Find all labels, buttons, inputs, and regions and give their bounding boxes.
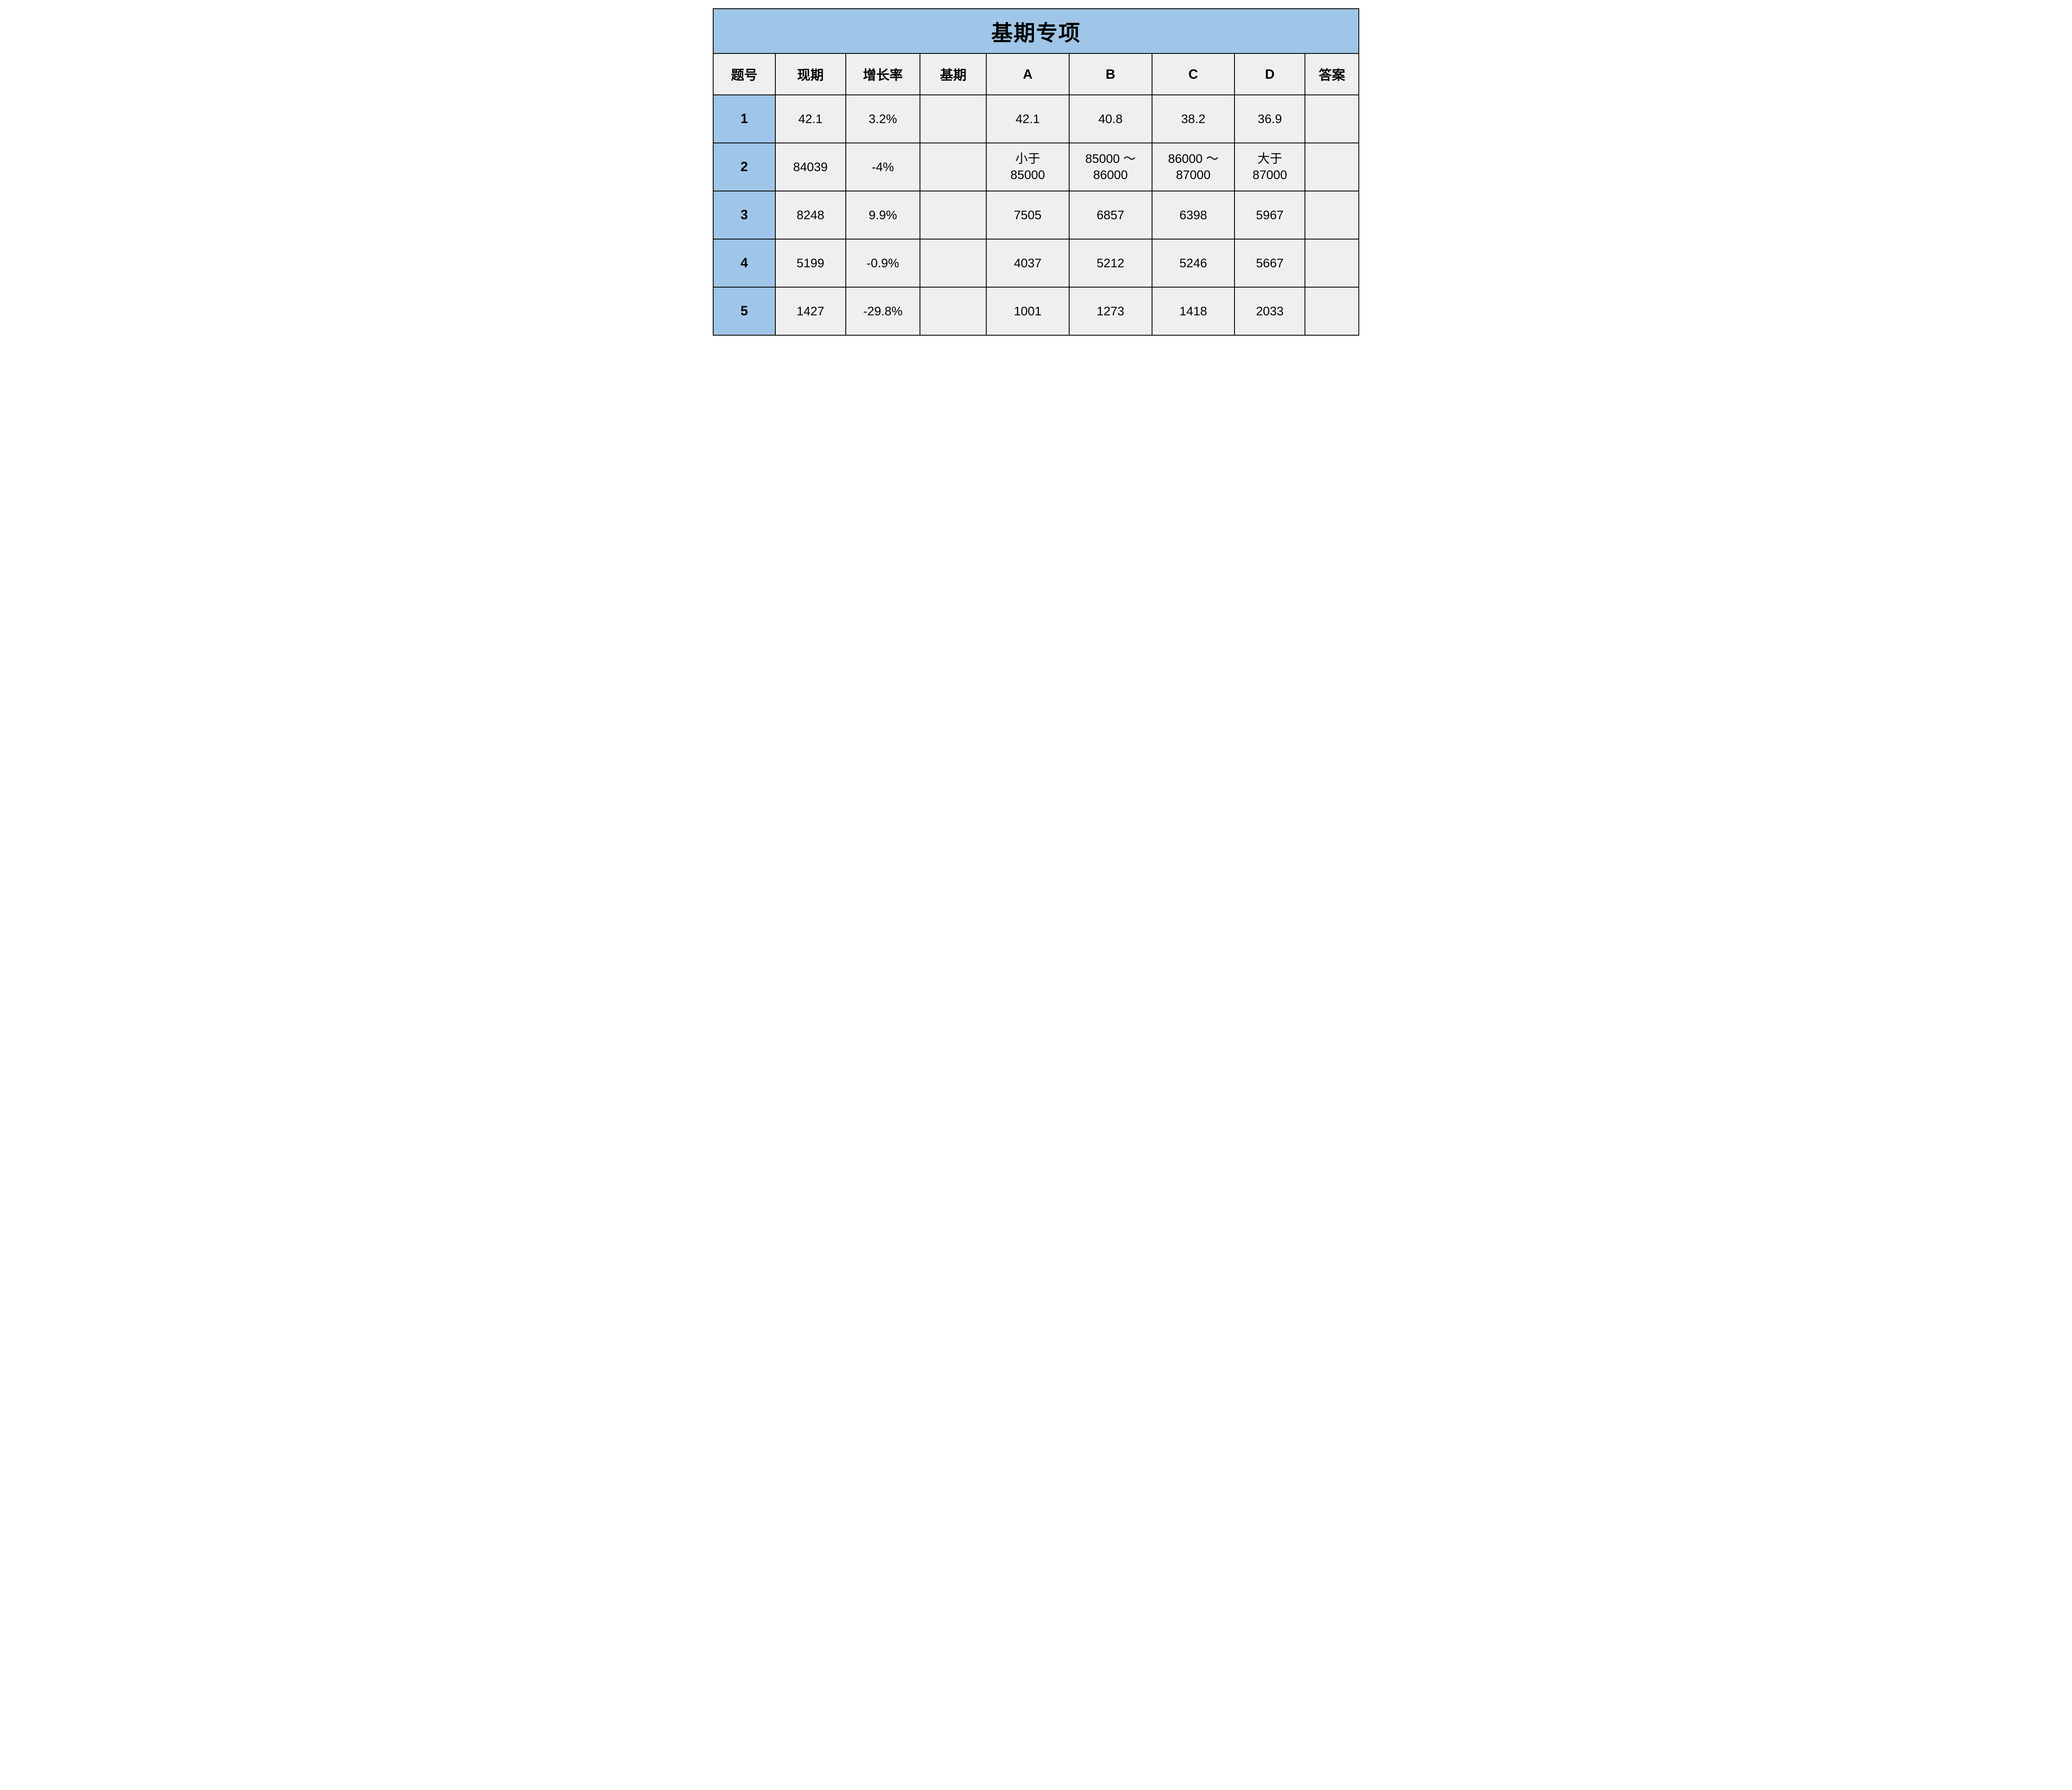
cell-ans bbox=[1305, 287, 1359, 335]
base-period-table: 基期专项 题号 现期 增长率 基期 A B C D 答案 1 42.1 3.2%… bbox=[713, 8, 1359, 336]
col-header-ans: 答案 bbox=[1305, 53, 1359, 95]
cell-base bbox=[920, 239, 986, 287]
cell-c: 6398 bbox=[1152, 191, 1235, 239]
table-row: 5 1427 -29.8% 1001 1273 1418 2033 bbox=[713, 287, 1359, 335]
cell-num: 5 bbox=[713, 287, 775, 335]
cell-b: 6857 bbox=[1069, 191, 1152, 239]
cell-rate: -4% bbox=[846, 143, 920, 191]
cell-cur: 1427 bbox=[775, 287, 846, 335]
cell-num: 3 bbox=[713, 191, 775, 239]
cell-c: 38.2 bbox=[1152, 95, 1235, 143]
cell-base bbox=[920, 143, 986, 191]
cell-a: 42.1 bbox=[986, 95, 1069, 143]
table-row: 1 42.1 3.2% 42.1 40.8 38.2 36.9 bbox=[713, 95, 1359, 143]
cell-c: 86000 ～ 87000 bbox=[1152, 143, 1235, 191]
col-header-a: A bbox=[986, 53, 1069, 95]
cell-base bbox=[920, 191, 986, 239]
cell-num: 2 bbox=[713, 143, 775, 191]
base-period-table-wrap: 基期专项 题号 现期 增长率 基期 A B C D 答案 1 42.1 3.2%… bbox=[713, 8, 1359, 336]
cell-num: 1 bbox=[713, 95, 775, 143]
cell-cur: 42.1 bbox=[775, 95, 846, 143]
cell-a: 1001 bbox=[986, 287, 1069, 335]
table-title: 基期专项 bbox=[713, 9, 1359, 53]
col-header-cur: 现期 bbox=[775, 53, 846, 95]
title-row: 基期专项 bbox=[713, 9, 1359, 53]
col-header-c: C bbox=[1152, 53, 1235, 95]
col-header-d: D bbox=[1234, 53, 1305, 95]
cell-cur: 5199 bbox=[775, 239, 846, 287]
cell-a: 小于 85000 bbox=[986, 143, 1069, 191]
cell-c: 5246 bbox=[1152, 239, 1235, 287]
col-header-num: 题号 bbox=[713, 53, 775, 95]
col-header-rate: 增长率 bbox=[846, 53, 920, 95]
cell-a: 4037 bbox=[986, 239, 1069, 287]
cell-b: 40.8 bbox=[1069, 95, 1152, 143]
cell-cur: 84039 bbox=[775, 143, 846, 191]
table-row: 4 5199 -0.9% 4037 5212 5246 5667 bbox=[713, 239, 1359, 287]
cell-cur: 8248 bbox=[775, 191, 846, 239]
cell-base bbox=[920, 287, 986, 335]
cell-ans bbox=[1305, 191, 1359, 239]
cell-d: 5967 bbox=[1234, 191, 1305, 239]
cell-ans bbox=[1305, 95, 1359, 143]
cell-d: 大于 87000 bbox=[1234, 143, 1305, 191]
table-row: 3 8248 9.9% 7505 6857 6398 5967 bbox=[713, 191, 1359, 239]
cell-c: 1418 bbox=[1152, 287, 1235, 335]
cell-rate: -29.8% bbox=[846, 287, 920, 335]
table-row: 2 84039 -4% 小于 85000 85000 ～ 86000 86000… bbox=[713, 143, 1359, 191]
cell-a: 7505 bbox=[986, 191, 1069, 239]
cell-b: 1273 bbox=[1069, 287, 1152, 335]
header-row: 题号 现期 增长率 基期 A B C D 答案 bbox=[713, 53, 1359, 95]
cell-ans bbox=[1305, 239, 1359, 287]
cell-rate: 3.2% bbox=[846, 95, 920, 143]
cell-b: 85000 ～ 86000 bbox=[1069, 143, 1152, 191]
cell-d: 5667 bbox=[1234, 239, 1305, 287]
cell-num: 4 bbox=[713, 239, 775, 287]
col-header-base: 基期 bbox=[920, 53, 986, 95]
cell-ans bbox=[1305, 143, 1359, 191]
cell-b: 5212 bbox=[1069, 239, 1152, 287]
col-header-b: B bbox=[1069, 53, 1152, 95]
cell-d: 2033 bbox=[1234, 287, 1305, 335]
cell-rate: 9.9% bbox=[846, 191, 920, 239]
cell-base bbox=[920, 95, 986, 143]
cell-d: 36.9 bbox=[1234, 95, 1305, 143]
cell-rate: -0.9% bbox=[846, 239, 920, 287]
